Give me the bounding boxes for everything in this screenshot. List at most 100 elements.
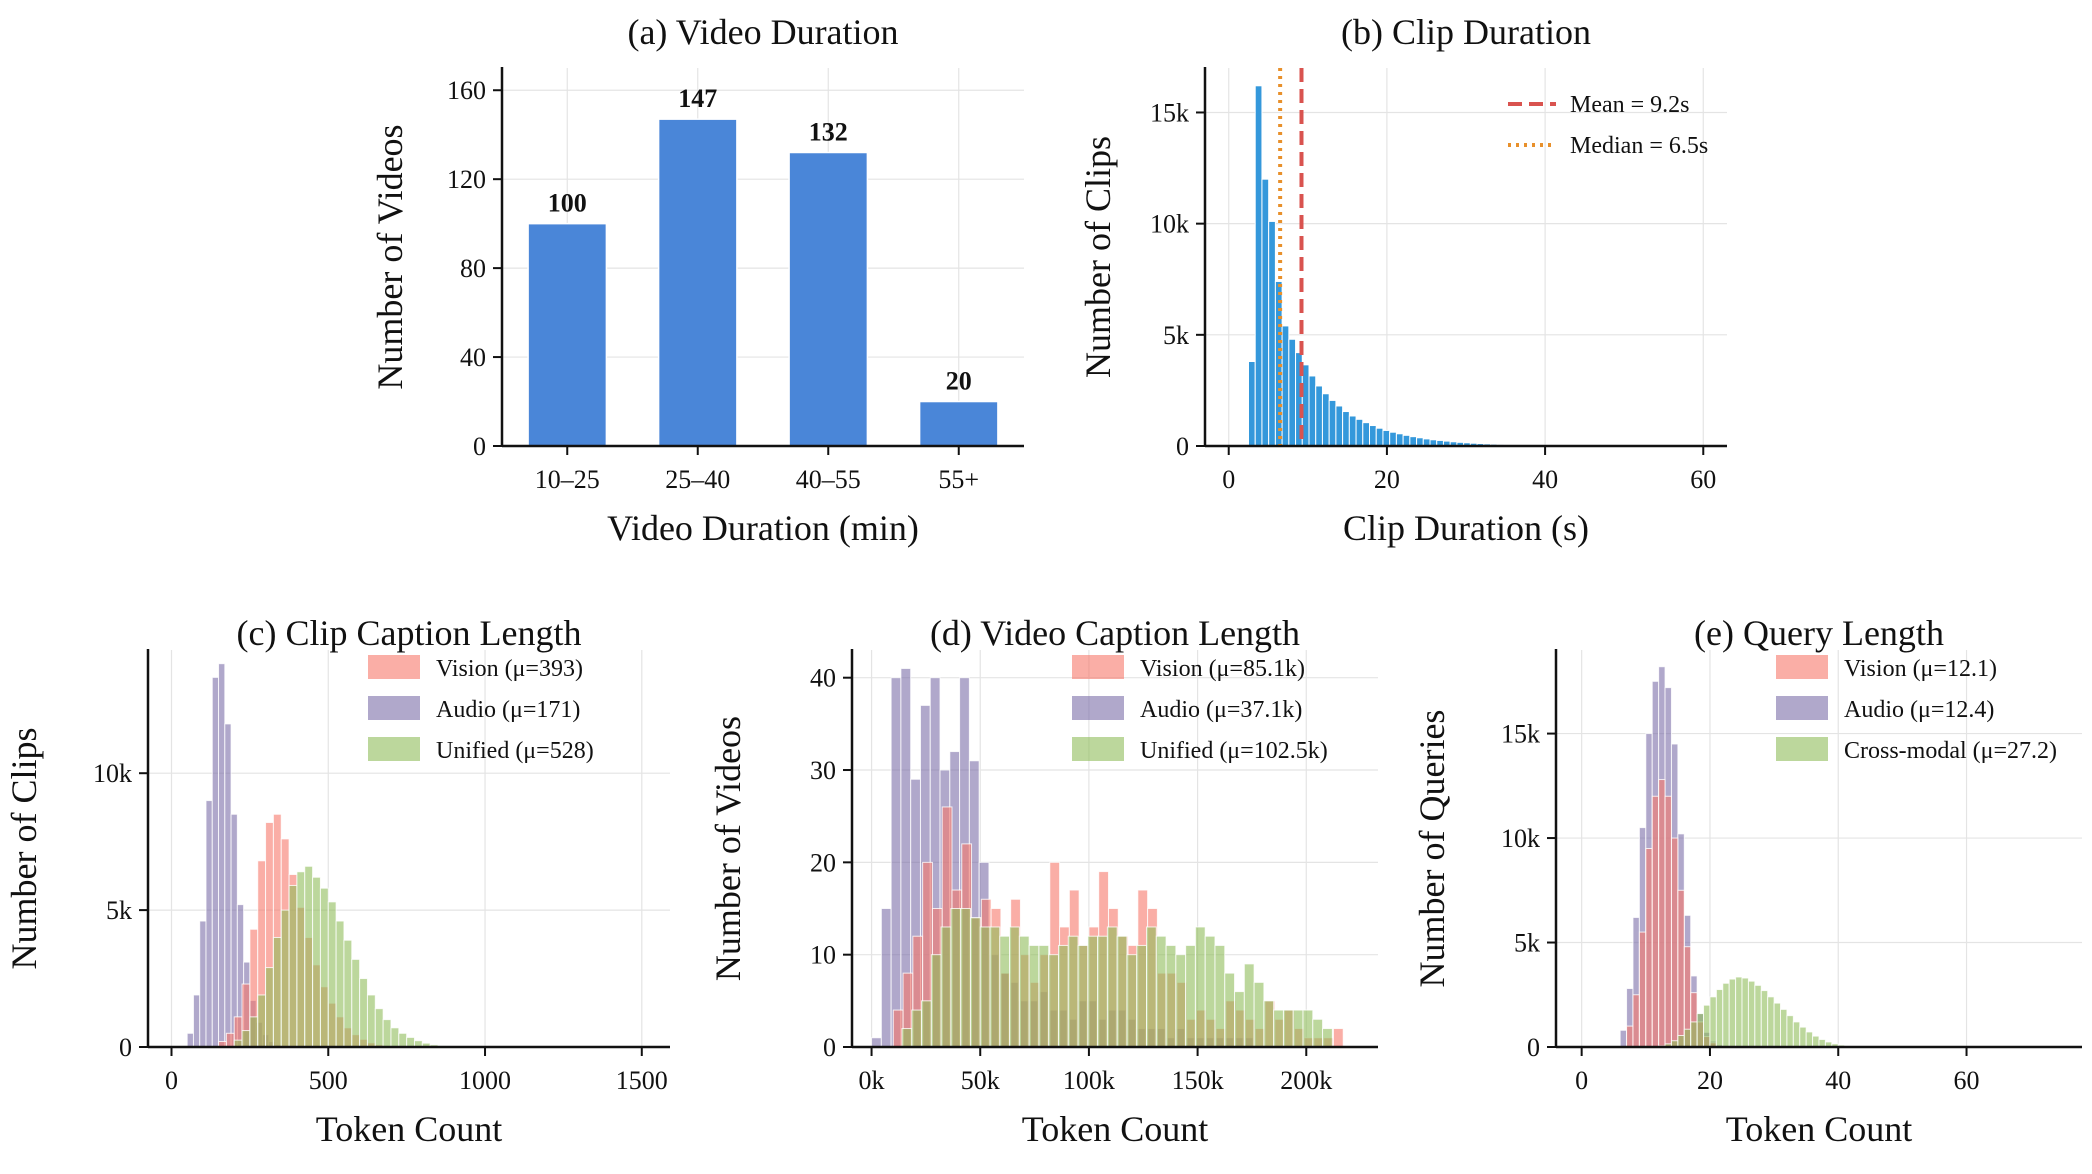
hist-bar [1747, 980, 1756, 1048]
hist-bar [1741, 977, 1749, 1048]
hist-bar [199, 920, 207, 1048]
hist-bar [1253, 981, 1265, 1048]
hist-bar [930, 954, 942, 1048]
hist-bar [265, 967, 274, 1048]
x-tick-label: 200k [1280, 1066, 1332, 1095]
legend-swatch [1072, 737, 1124, 761]
hist-bar [1175, 954, 1187, 1048]
legend-swatch [1776, 655, 1828, 679]
y-tick-label: 160 [447, 76, 486, 105]
x-tick-label: 60 [1954, 1066, 1980, 1095]
hist-bar [1057, 944, 1069, 1048]
hist-bar [398, 1032, 408, 1048]
legend-label: Audio (μ=171) [436, 697, 580, 723]
hist-bar [1204, 935, 1216, 1048]
legend-label: Vision (μ=393) [436, 656, 583, 682]
hist-bar [1645, 848, 1653, 1048]
chart-title: (e) Query Length [1694, 613, 1944, 653]
y-axis-label: Number of Clips [1078, 136, 1118, 378]
hist-bar [1315, 385, 1323, 447]
hist-bar [1126, 954, 1138, 1048]
hist-bar [304, 865, 314, 1048]
x-axis-label: Token Count [1726, 1109, 1912, 1149]
hist-bar [1658, 779, 1666, 1048]
hist-bar [319, 887, 329, 1048]
hist-bar [969, 917, 981, 1048]
hist-bar [1735, 976, 1743, 1048]
y-tick-label: 30 [810, 756, 836, 785]
hist-bar [1402, 434, 1411, 447]
hist-bar [1799, 1026, 1807, 1048]
hist-bar [374, 1008, 384, 1048]
x-tick-label: 40–55 [796, 465, 861, 494]
panel-c: Vision (μ=393) Audio (μ=171) Unified (μ=52… [4, 613, 670, 1149]
hist-bar [1683, 1028, 1692, 1048]
y-tick-label: 0 [119, 1033, 132, 1062]
hist-bar [921, 1000, 932, 1048]
bar [918, 400, 999, 447]
y-tick-label: 120 [447, 165, 486, 194]
panel-e: Vision (μ=12.1) Audio (μ=12.4) Cross-modal… [1412, 613, 2082, 1149]
y-tick-label: 10k [93, 759, 132, 788]
x-tick-label: 100k [1063, 1066, 1115, 1095]
hist-bar [1234, 991, 1245, 1048]
x-tick-label: 0 [1222, 465, 1235, 494]
hist-bar [390, 1027, 400, 1048]
hist-bar [1375, 427, 1384, 447]
hist-bar [351, 958, 361, 1048]
hist-bar [1038, 944, 1050, 1048]
hist-bar [1248, 361, 1256, 447]
x-tick-label: 0k [859, 1066, 885, 1095]
legend-swatch [368, 696, 420, 720]
hist-bar [1067, 935, 1079, 1048]
legend-label: Vision (μ=85.1k) [1140, 656, 1305, 682]
hist-bar [1165, 944, 1177, 1048]
hist-bar [1677, 889, 1685, 1048]
y-tick-label: 40 [460, 343, 486, 372]
hist-bar [1389, 431, 1397, 447]
hist-bar [1087, 935, 1099, 1048]
hist-bar [192, 994, 201, 1048]
hist-bar [218, 663, 226, 1048]
legend-label: Vision (μ=12.1) [1844, 656, 1997, 682]
hist-bar [1009, 926, 1020, 1048]
panel-d: Vision (μ=85.1k) Audio (μ=37.1k) Unified (… [708, 613, 1378, 1149]
hist-bar [249, 1016, 259, 1048]
bar-value-label: 132 [809, 117, 848, 146]
y-tick-label: 5k [106, 896, 132, 925]
hist-bar [382, 1019, 392, 1048]
hist-bar [1754, 984, 1762, 1048]
x-tick-label: 10–25 [535, 465, 600, 494]
y-tick-label: 80 [460, 254, 486, 283]
x-tick-label: 0 [165, 1066, 178, 1095]
bar-value-label: 20 [946, 367, 972, 396]
legend-label: Audio (μ=37.1k) [1140, 697, 1302, 723]
hist-bar [1690, 1021, 1698, 1048]
hist-bar [257, 994, 267, 1048]
hist-bar [1332, 1028, 1344, 1048]
hist-bar [1409, 436, 1418, 447]
hist-bar [343, 939, 353, 1048]
hist-bar [1214, 944, 1226, 1048]
hist-bar [1106, 926, 1118, 1048]
y-axis-label: Number of Clips [4, 728, 44, 970]
panel-b: Mean = 9.2s Median = 6.5s 0 5k 10k 15k 0 20 40 60… [1078, 12, 1727, 548]
hist-bar [312, 876, 321, 1048]
hist-bar [1097, 935, 1108, 1048]
bar-value-label: 100 [548, 189, 587, 218]
legend-label: Mean = 9.2s [1570, 92, 1690, 118]
hist-bar [241, 1030, 251, 1048]
hist-bar [1670, 837, 1679, 1048]
chart-title: (c) Clip Caption Length [237, 613, 582, 653]
x-axis-label: Clip Duration (s) [1343, 508, 1589, 548]
hist-bar [1224, 972, 1236, 1048]
legend-label: Median = 6.5s [1570, 133, 1708, 159]
hist-bar [1632, 994, 1640, 1048]
hist-bar [327, 901, 337, 1048]
y-tick-label: 15k [1150, 98, 1189, 127]
y-tick-label: 5k [1514, 929, 1540, 958]
legend-swatch [1072, 696, 1124, 720]
hist-bar [1709, 996, 1717, 1048]
hist-bar [1028, 944, 1040, 1048]
x-tick-label: 20 [1374, 465, 1400, 494]
